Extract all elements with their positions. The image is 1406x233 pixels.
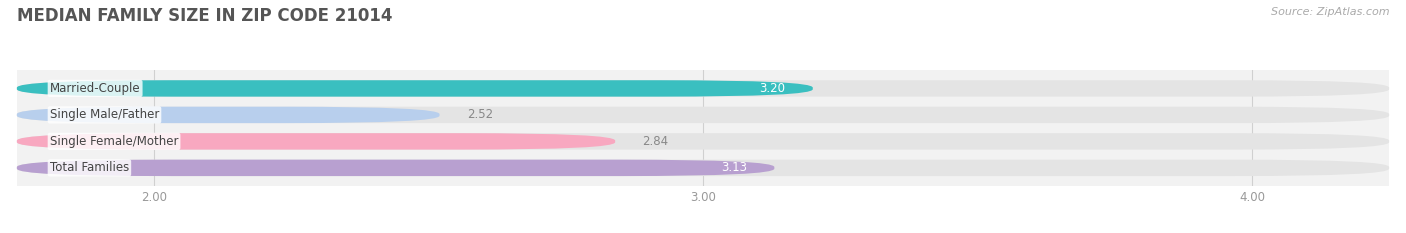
- FancyBboxPatch shape: [17, 160, 1389, 176]
- FancyBboxPatch shape: [17, 80, 1389, 97]
- FancyBboxPatch shape: [17, 107, 1389, 123]
- Text: MEDIAN FAMILY SIZE IN ZIP CODE 21014: MEDIAN FAMILY SIZE IN ZIP CODE 21014: [17, 7, 392, 25]
- Text: Total Families: Total Families: [49, 161, 129, 174]
- Text: Single Female/Mother: Single Female/Mother: [49, 135, 179, 148]
- FancyBboxPatch shape: [17, 133, 1389, 150]
- FancyBboxPatch shape: [17, 80, 813, 97]
- Text: 3.20: 3.20: [759, 82, 786, 95]
- Text: Single Male/Father: Single Male/Father: [49, 108, 159, 121]
- Text: 3.13: 3.13: [721, 161, 747, 174]
- FancyBboxPatch shape: [17, 107, 440, 123]
- Text: Married-Couple: Married-Couple: [49, 82, 141, 95]
- Text: 2.84: 2.84: [643, 135, 669, 148]
- FancyBboxPatch shape: [17, 160, 775, 176]
- Text: 2.52: 2.52: [467, 108, 494, 121]
- Text: Source: ZipAtlas.com: Source: ZipAtlas.com: [1271, 7, 1389, 17]
- FancyBboxPatch shape: [17, 133, 616, 150]
